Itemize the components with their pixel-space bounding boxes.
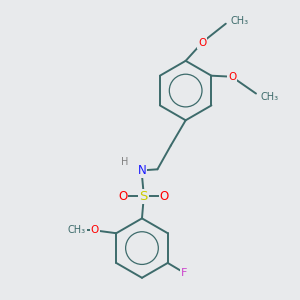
Text: O: O — [198, 38, 206, 48]
Text: O: O — [160, 190, 169, 202]
Text: N: N — [138, 164, 146, 177]
Text: O: O — [118, 190, 127, 202]
Text: CH₃: CH₃ — [230, 16, 248, 26]
Text: CH₃: CH₃ — [67, 225, 86, 235]
Text: F: F — [181, 268, 187, 278]
Text: O: O — [228, 72, 236, 82]
Text: CH₃: CH₃ — [260, 92, 278, 101]
Text: H: H — [121, 157, 128, 167]
Text: O: O — [91, 225, 99, 235]
Text: S: S — [139, 190, 148, 202]
